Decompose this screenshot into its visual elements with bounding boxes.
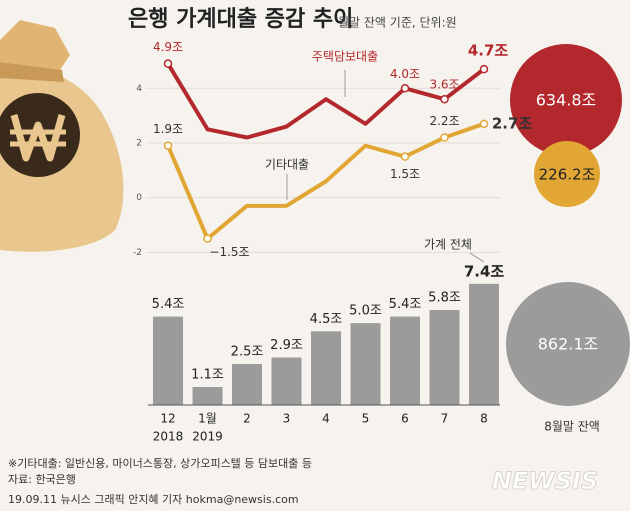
point-marker bbox=[440, 94, 449, 104]
bar bbox=[429, 310, 460, 405]
value-label: −1.5조 bbox=[209, 245, 249, 259]
credit: 19.09.11 뉴시스 그래픽 안지혜 기자 hokma@newsis.com bbox=[8, 493, 299, 506]
y-tick-label: -2 bbox=[133, 248, 142, 258]
point-marker bbox=[479, 119, 489, 129]
value-label: 1.9조 bbox=[153, 122, 183, 136]
x-tick-label: 8 bbox=[480, 412, 488, 426]
value-label: 7.4조 bbox=[464, 262, 505, 280]
title: 은행 가계대출 증감 추이 bbox=[128, 7, 353, 32]
y-tick-label: 2 bbox=[136, 138, 142, 148]
value-label: 2.7조 bbox=[492, 114, 533, 132]
bar bbox=[311, 331, 341, 405]
value-label: 5.0조 bbox=[349, 304, 382, 319]
point-marker bbox=[440, 133, 449, 142]
other-balance: 226.2조 bbox=[539, 166, 596, 184]
bar-chart-title: 가계 전체 bbox=[424, 238, 472, 252]
y-tick-label: 0 bbox=[136, 193, 142, 203]
value-label: 4.0조 bbox=[390, 67, 420, 81]
logo: NEWSIS bbox=[492, 467, 598, 495]
x-tick-label: 3 bbox=[283, 412, 291, 426]
value-label: 3.6조 bbox=[429, 78, 459, 92]
value-label: 5.4조 bbox=[389, 297, 422, 312]
mortgage-balance: 634.8조 bbox=[536, 91, 597, 110]
series-line bbox=[166, 121, 485, 241]
value-label: 4.5조 bbox=[310, 312, 343, 327]
value-label: 4.7조 bbox=[468, 42, 509, 60]
value-label: 2.5조 bbox=[231, 345, 264, 360]
title-leader bbox=[469, 252, 485, 263]
bar bbox=[469, 283, 499, 405]
x-tick-label: 4 bbox=[322, 412, 330, 426]
footnote: ※기타대출: 일반신용, 마이너스통장, 상가오피스텔 등 담보대출 등 bbox=[8, 456, 312, 470]
x-year-label: 2018 bbox=[153, 430, 184, 444]
point-marker bbox=[163, 141, 173, 150]
point-marker bbox=[400, 152, 410, 161]
value-label: 1.1조 bbox=[191, 367, 224, 382]
balance-note: 8월말 잔액 bbox=[544, 420, 600, 434]
x-tick-label: 1월 bbox=[198, 412, 217, 426]
value-label: 2.9조 bbox=[270, 338, 303, 353]
bar bbox=[192, 386, 223, 405]
x-tick-label: 2 bbox=[243, 412, 251, 426]
series-name: 기타대출 bbox=[265, 158, 309, 172]
money-bag-icon bbox=[0, 20, 124, 252]
x-tick-label: 7 bbox=[441, 412, 449, 426]
series-name: 주택담보대출 bbox=[312, 50, 378, 64]
bar bbox=[153, 316, 183, 405]
total-balance: 862.1조 bbox=[538, 335, 599, 354]
point-marker bbox=[479, 64, 489, 74]
value-label: 5.8조 bbox=[428, 291, 461, 306]
value-label: 5.4조 bbox=[152, 297, 185, 312]
bar bbox=[232, 364, 262, 405]
subtitle: 월말 잔액 기준, 단위:원 bbox=[338, 16, 457, 30]
bar bbox=[271, 357, 302, 405]
bar bbox=[350, 323, 381, 405]
point-marker bbox=[203, 234, 212, 243]
bar bbox=[390, 316, 420, 405]
value-label: 2.2조 bbox=[429, 114, 459, 128]
value-label: 1.5조 bbox=[390, 167, 420, 181]
series-line bbox=[166, 62, 486, 140]
source: 자료: 한국은행 bbox=[8, 473, 76, 486]
x-tick-label: 5 bbox=[362, 412, 370, 426]
x-year-label: 2019 bbox=[192, 430, 223, 444]
x-tick-label: 12 bbox=[160, 412, 175, 426]
point-marker bbox=[163, 59, 173, 68]
total-balance-circle bbox=[506, 282, 630, 406]
y-tick-label: 4 bbox=[136, 84, 142, 94]
other-balance-circle bbox=[534, 141, 600, 207]
point-marker bbox=[400, 84, 410, 93]
mortgage-balance-circle bbox=[510, 44, 622, 156]
x-tick-label: 6 bbox=[401, 412, 409, 426]
value-label: 4.9조 bbox=[153, 40, 183, 54]
